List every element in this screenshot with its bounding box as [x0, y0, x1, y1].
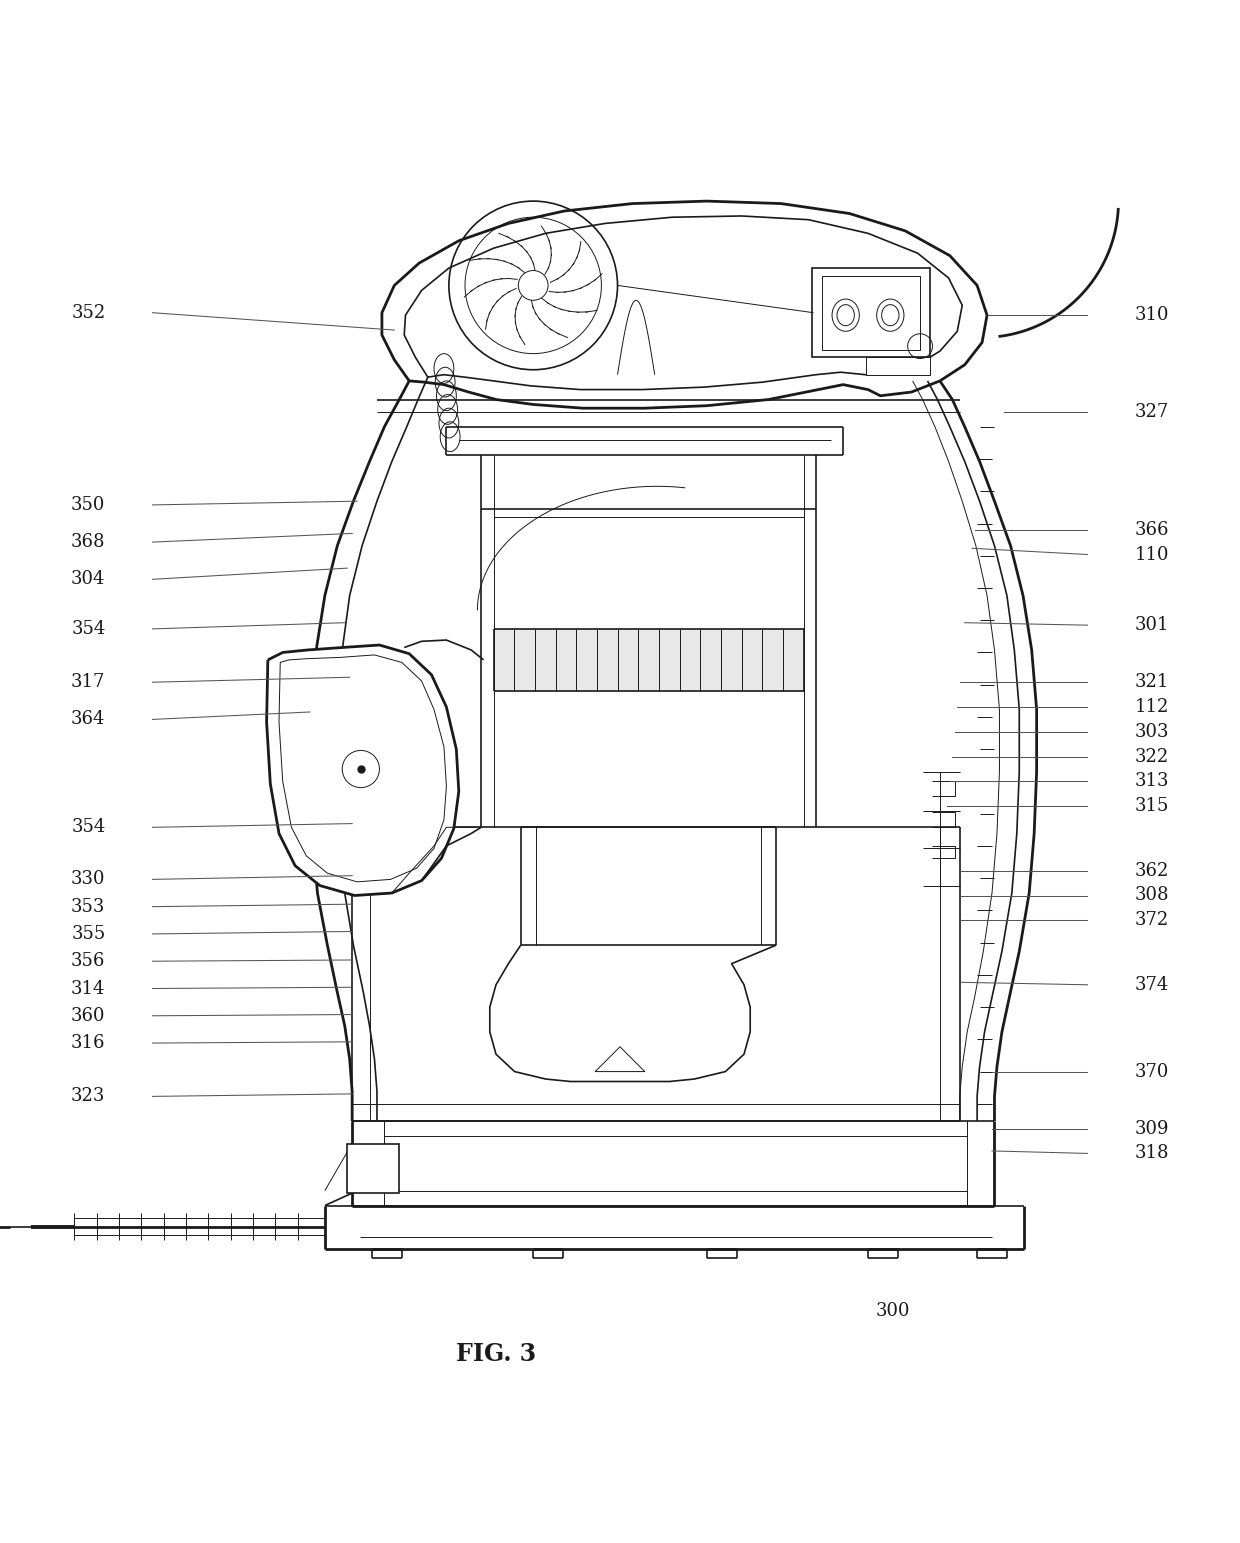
Text: 354: 354 — [71, 620, 105, 637]
Text: 352: 352 — [71, 304, 105, 321]
Text: FIG. 3: FIG. 3 — [456, 1342, 536, 1366]
Text: 316: 316 — [71, 1034, 105, 1052]
Bar — [866, 358, 930, 375]
Text: 314: 314 — [71, 980, 105, 997]
Bar — [812, 268, 930, 358]
Text: 309: 309 — [1135, 1120, 1169, 1137]
Text: 330: 330 — [71, 870, 105, 889]
Text: 364: 364 — [71, 710, 105, 728]
Text: 354: 354 — [71, 818, 105, 836]
Polygon shape — [595, 1046, 645, 1071]
Text: 318: 318 — [1135, 1145, 1169, 1162]
Polygon shape — [494, 630, 804, 691]
Text: 322: 322 — [1135, 748, 1169, 765]
Text: 308: 308 — [1135, 887, 1169, 904]
Text: 310: 310 — [1135, 306, 1169, 324]
Text: 350: 350 — [71, 495, 105, 514]
Text: 360: 360 — [71, 1006, 105, 1025]
Circle shape — [518, 270, 548, 301]
Text: 323: 323 — [71, 1088, 105, 1105]
Text: 321: 321 — [1135, 673, 1169, 691]
Text: 303: 303 — [1135, 722, 1169, 741]
Text: 368: 368 — [71, 532, 105, 551]
Text: 370: 370 — [1135, 1063, 1169, 1080]
Bar — [347, 1143, 399, 1193]
Text: 366: 366 — [1135, 520, 1169, 539]
Text: 315: 315 — [1135, 798, 1169, 815]
Polygon shape — [382, 201, 987, 409]
Text: 317: 317 — [71, 673, 105, 691]
Text: 374: 374 — [1135, 975, 1169, 994]
Text: 355: 355 — [71, 924, 105, 943]
Text: 300: 300 — [875, 1302, 910, 1319]
Text: 356: 356 — [71, 952, 105, 971]
Text: 301: 301 — [1135, 616, 1169, 634]
Text: 313: 313 — [1135, 773, 1169, 790]
Text: 110: 110 — [1135, 546, 1169, 563]
Text: 372: 372 — [1135, 912, 1169, 929]
Text: 353: 353 — [71, 898, 105, 915]
Polygon shape — [267, 645, 459, 895]
Text: 112: 112 — [1135, 697, 1169, 716]
Text: 304: 304 — [71, 571, 105, 588]
Bar — [822, 276, 920, 350]
Text: 327: 327 — [1135, 403, 1169, 421]
Text: 362: 362 — [1135, 861, 1169, 880]
